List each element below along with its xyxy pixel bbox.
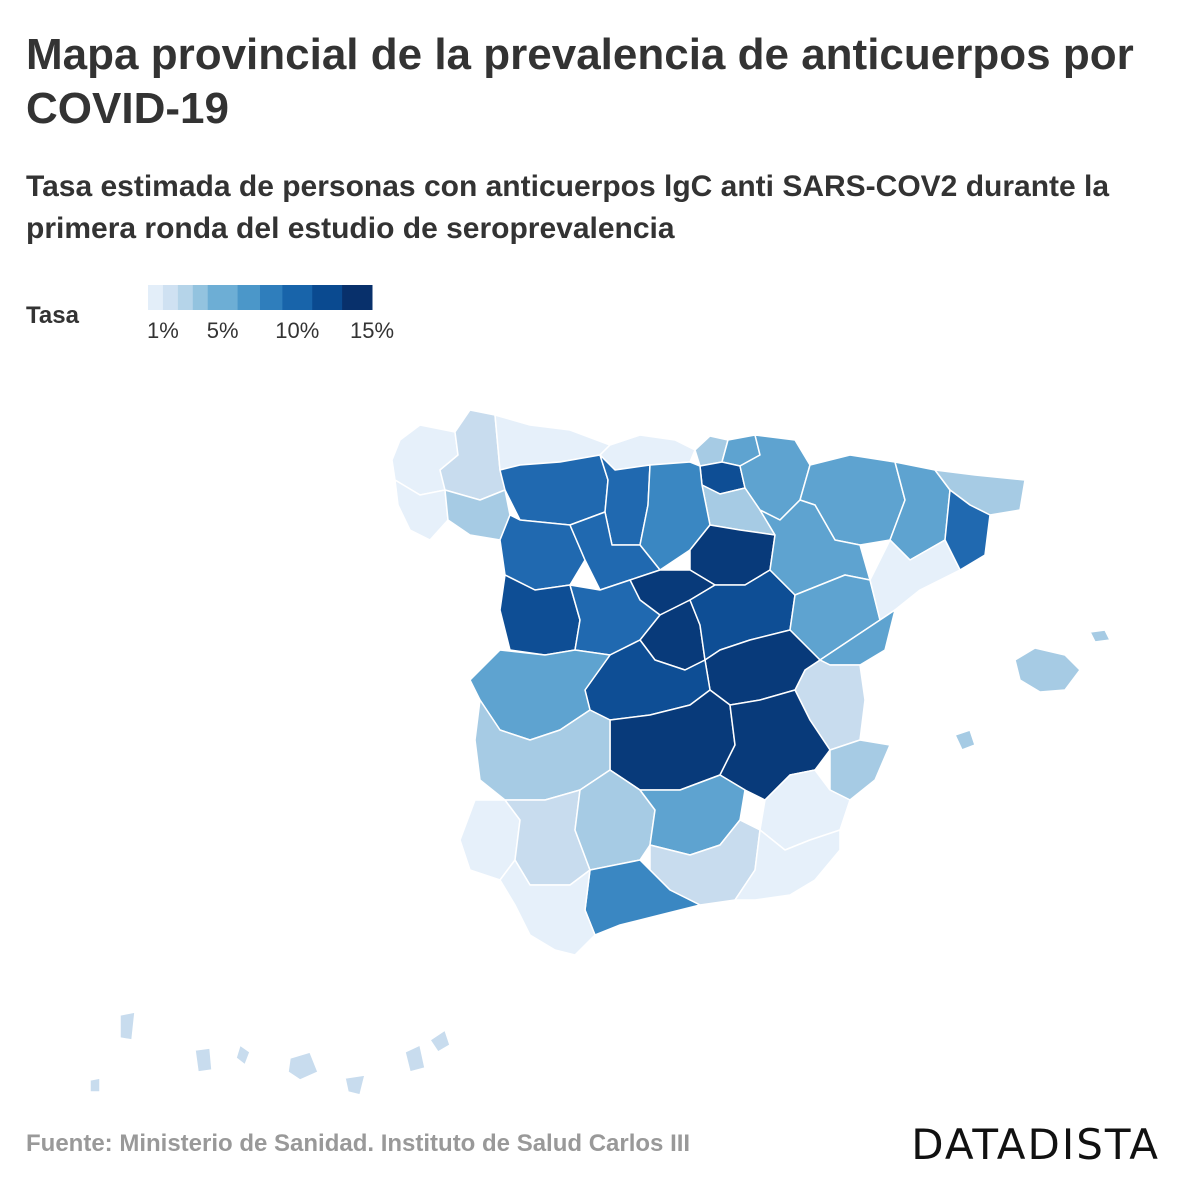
chart-title: Mapa provincial de la prevalencia de ant… — [26, 30, 1134, 133]
province-murcia: Murcia — [734, 829, 841, 901]
legend-tick-label: 10% — [275, 318, 319, 343]
province-leon: León — [499, 454, 609, 526]
legend-bin-9 — [342, 285, 373, 310]
legend-bin-4 — [207, 285, 239, 310]
legend-bin-1 — [162, 285, 179, 310]
color-legend: 1% 5% 10% 15% — [147, 285, 394, 343]
legend-tick-label: 15% — [350, 318, 394, 343]
province-shapes: A Coruña Lugo Pontevedra Ourense Asturia… — [89, 409, 1111, 1096]
province-pontevedra: Pontevedra — [394, 479, 449, 541]
legend-bin-3 — [192, 285, 209, 310]
legend-label: Tasa — [26, 302, 79, 329]
province-illes-balears: Illes Balears — [954, 629, 1111, 751]
source-note: Fuente: Ministerio de Sanidad. Instituto… — [26, 1130, 691, 1157]
legend-bin-0 — [148, 285, 164, 310]
legend-bin-2 — [177, 285, 194, 310]
legend-bin-8 — [312, 285, 343, 310]
spain-province-map: A Coruña Lugo Pontevedra Ourense Asturia… — [89, 409, 1111, 1096]
province-cadiz: Cádiz — [499, 859, 596, 956]
brand-logo: DATADISTA — [911, 1120, 1160, 1169]
legend-tick-label: 1% — [147, 318, 179, 343]
legend-ticks: 1% 5% 10% 15% — [147, 318, 394, 343]
legend-bin-6 — [260, 285, 283, 310]
legend-bins — [148, 285, 373, 310]
legend-bin-7 — [282, 285, 313, 310]
chart-subtitle: Tasa estimada de personas con anticuerpo… — [26, 170, 1110, 245]
province-cordoba: Córdoba — [574, 769, 656, 871]
province-alicante: Alicante — [829, 739, 891, 801]
legend-bin-5 — [237, 285, 261, 310]
legend-tick-label: 5% — [207, 318, 239, 343]
province-canarias: Canarias — [89, 1011, 451, 1096]
